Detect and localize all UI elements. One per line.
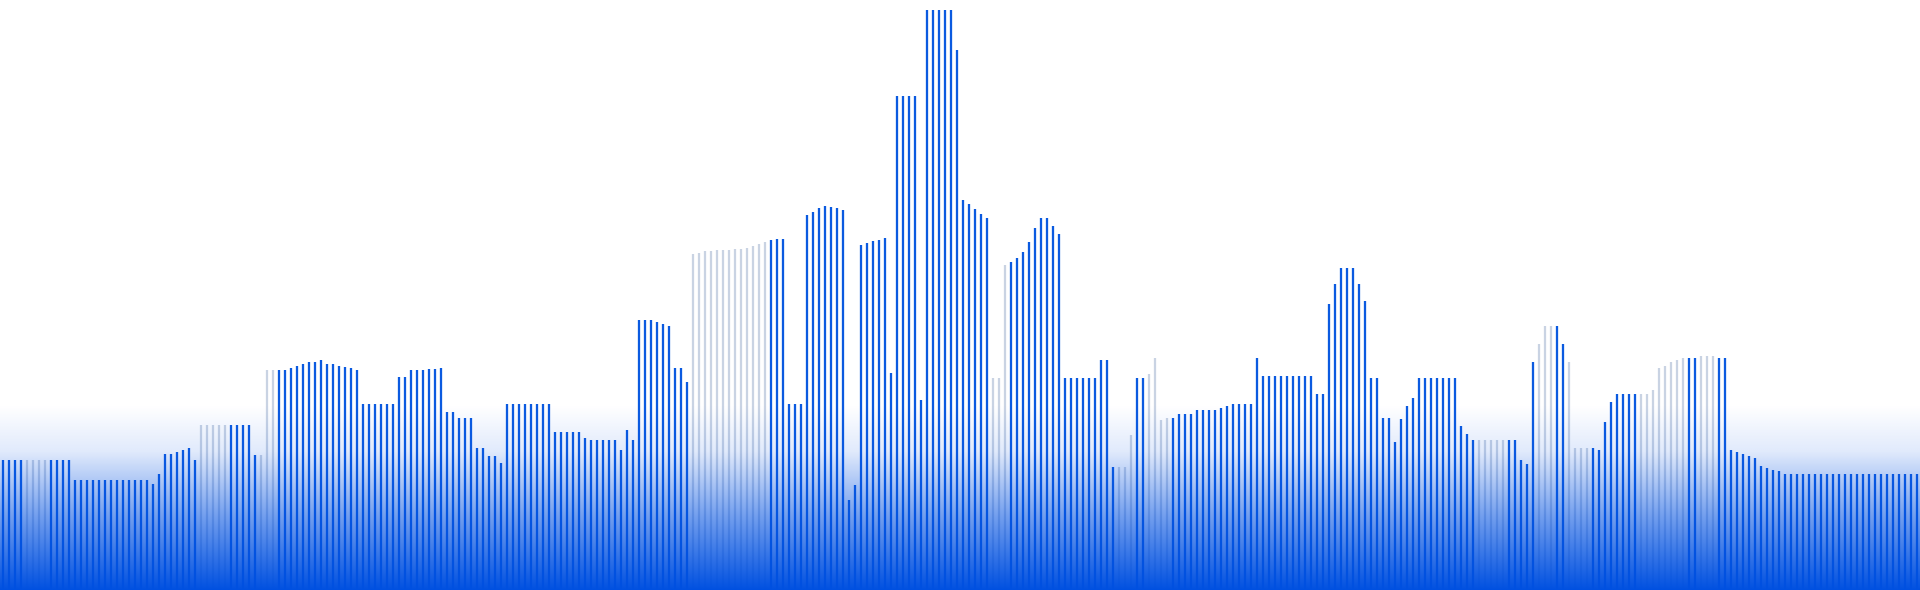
bar	[943, 10, 947, 590]
bar	[931, 10, 935, 590]
bar	[973, 209, 977, 590]
bar	[949, 10, 953, 590]
bar	[823, 206, 827, 590]
bar	[805, 215, 809, 590]
bar	[895, 96, 899, 590]
bar	[811, 212, 815, 590]
bar	[925, 10, 929, 590]
bar	[985, 218, 989, 590]
bar	[817, 208, 821, 590]
bar	[955, 50, 959, 590]
bar	[1039, 218, 1043, 590]
bar	[829, 207, 833, 590]
bar	[913, 96, 917, 590]
bottom-glow	[0, 405, 1920, 590]
bar	[835, 208, 839, 590]
bar	[901, 96, 905, 590]
bar	[961, 200, 965, 590]
bar	[907, 96, 911, 590]
bar	[967, 204, 971, 590]
bar	[841, 210, 845, 590]
bar	[1045, 218, 1049, 590]
bar	[937, 10, 941, 590]
bar	[979, 214, 983, 590]
